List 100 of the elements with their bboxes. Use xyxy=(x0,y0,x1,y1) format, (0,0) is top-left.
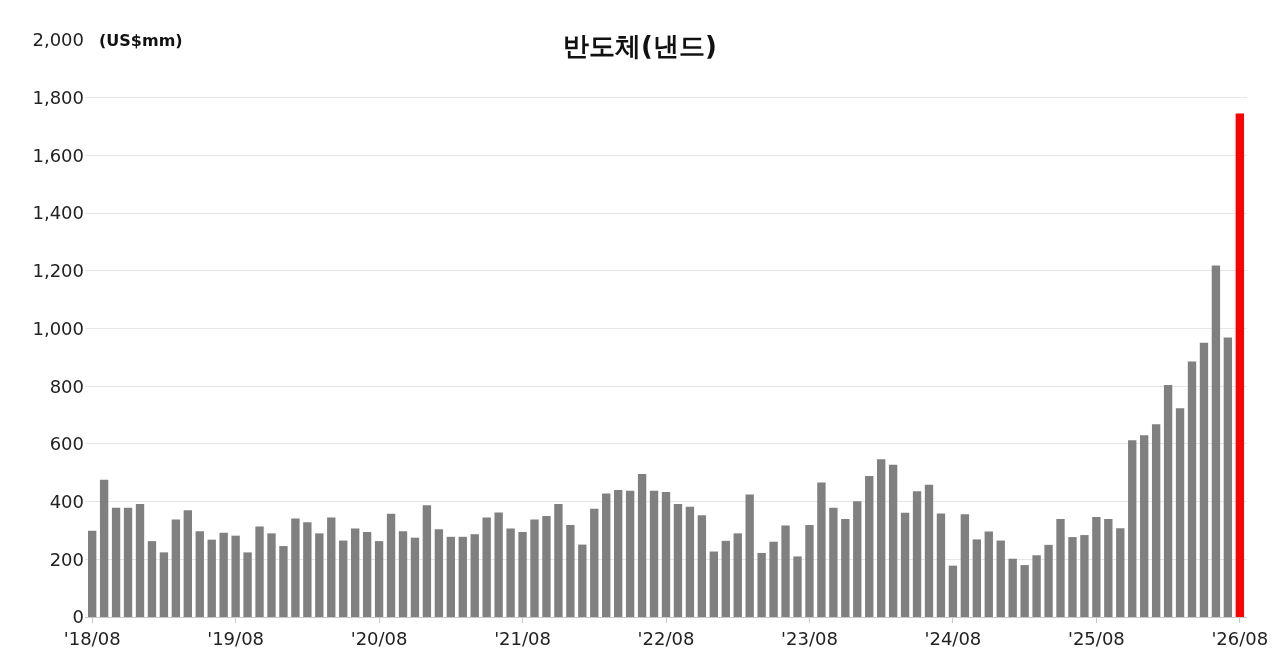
bar xyxy=(996,540,1005,617)
bar xyxy=(434,529,444,617)
bar xyxy=(195,531,204,617)
bar xyxy=(350,528,360,617)
bar xyxy=(458,536,467,617)
bar xyxy=(877,459,886,617)
bar xyxy=(1151,424,1161,617)
bar xyxy=(159,552,169,617)
bar xyxy=(865,475,874,617)
bar xyxy=(255,526,264,617)
bar xyxy=(566,524,575,617)
y-tick-label: 1,200 xyxy=(32,260,84,282)
bar xyxy=(494,512,503,617)
bar xyxy=(111,507,121,617)
bar xyxy=(446,536,455,617)
y-tick-label: 1,800 xyxy=(32,87,84,108)
bar xyxy=(1092,516,1101,617)
x-tick-label: '22/08 xyxy=(637,627,695,649)
bar xyxy=(972,539,982,617)
bar xyxy=(231,535,240,617)
y-tick-label: 600 xyxy=(49,433,84,455)
y-tick-label: 400 xyxy=(49,490,84,512)
bar xyxy=(673,503,683,617)
bar xyxy=(590,508,599,617)
bar xyxy=(781,525,790,617)
bar xyxy=(1163,385,1173,617)
bar xyxy=(853,501,862,617)
bar xyxy=(709,551,718,617)
bar xyxy=(936,513,946,617)
bar xyxy=(721,540,730,617)
bar xyxy=(649,490,659,617)
bar xyxy=(279,546,288,617)
bar xyxy=(147,541,157,617)
bar xyxy=(661,492,671,617)
bar xyxy=(243,552,252,617)
bar xyxy=(1080,535,1089,617)
bar xyxy=(793,556,802,617)
bar xyxy=(410,537,420,617)
bar xyxy=(1140,435,1149,617)
bar xyxy=(1223,337,1233,617)
y-tick-label: 1,400 xyxy=(32,202,84,224)
bar xyxy=(327,517,336,617)
bar xyxy=(1056,518,1065,617)
x-tick-label: '19/08 xyxy=(207,627,265,649)
bar xyxy=(303,522,312,617)
bar xyxy=(817,482,826,617)
x-tick-label: '26/08 xyxy=(1211,627,1269,649)
chart-title: 반도체(낸드) xyxy=(563,31,717,62)
bar xyxy=(602,493,611,617)
bar xyxy=(888,464,898,617)
bar xyxy=(518,531,527,617)
bar xyxy=(769,541,778,617)
bar xyxy=(1032,555,1041,617)
bar xyxy=(1020,565,1029,617)
bar xyxy=(900,512,910,617)
bar xyxy=(398,531,408,617)
bar xyxy=(374,541,384,617)
bar xyxy=(506,528,515,617)
bar xyxy=(614,490,623,617)
bar xyxy=(912,491,922,617)
bar xyxy=(386,513,396,617)
bar xyxy=(99,479,109,617)
bar xyxy=(1104,518,1113,617)
y-tick-label: 200 xyxy=(49,548,84,570)
bar xyxy=(422,505,432,617)
bar xyxy=(685,506,695,617)
bar xyxy=(87,530,97,617)
bar xyxy=(219,532,228,617)
y-tick-label: 1,600 xyxy=(32,144,84,166)
bar xyxy=(1008,558,1017,617)
bar xyxy=(745,494,754,617)
bar xyxy=(123,507,133,617)
bar xyxy=(1211,265,1221,617)
y-tick-label: 800 xyxy=(49,375,84,397)
bar xyxy=(829,507,838,617)
bar xyxy=(315,533,324,617)
bar xyxy=(470,534,479,617)
bar xyxy=(1187,361,1197,617)
x-tick-label: '18/08 xyxy=(63,627,121,649)
bar xyxy=(1235,113,1245,617)
bar xyxy=(1068,537,1077,617)
bar xyxy=(554,503,563,617)
bar xyxy=(542,516,551,617)
bar xyxy=(1175,408,1185,617)
bar xyxy=(482,517,491,617)
bar xyxy=(135,503,145,617)
bar xyxy=(637,473,647,617)
y-tick-label: 0 xyxy=(72,606,84,628)
bar xyxy=(362,531,372,617)
bar xyxy=(1116,528,1125,617)
bar xyxy=(207,539,216,617)
bar xyxy=(960,514,970,617)
bar xyxy=(1044,544,1053,617)
bar xyxy=(841,518,850,617)
bar xyxy=(183,510,192,617)
bar xyxy=(171,519,181,617)
x-tick-label: '20/08 xyxy=(350,627,408,649)
x-tick-label: '23/08 xyxy=(781,627,838,649)
y-axis-title: (US$mm) xyxy=(99,31,183,50)
bar xyxy=(948,565,958,617)
